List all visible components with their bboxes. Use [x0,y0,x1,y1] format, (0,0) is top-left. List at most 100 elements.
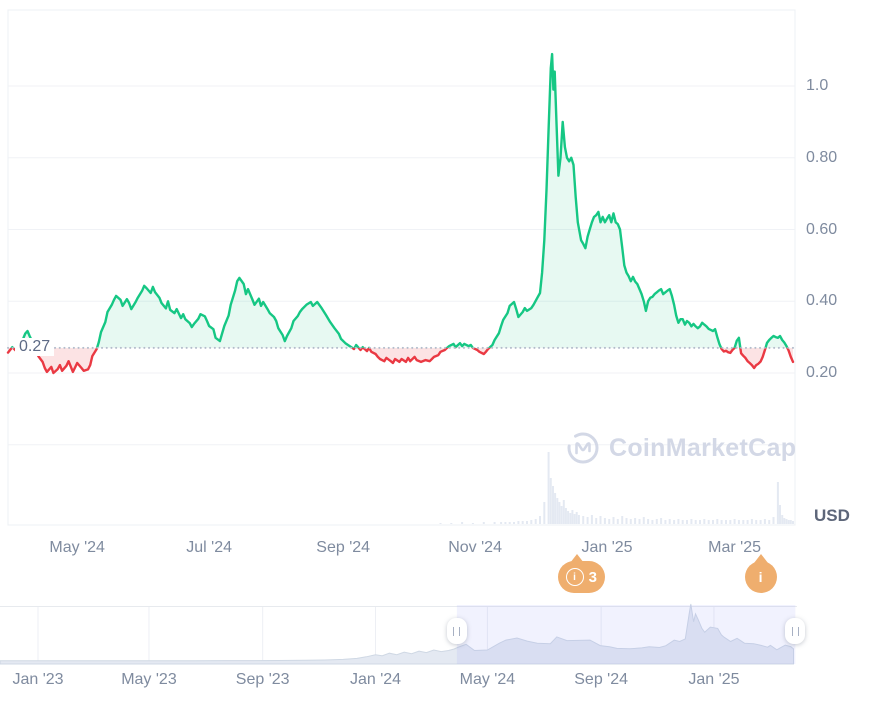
volume-bar [725,520,727,524]
volume-bar [612,517,615,524]
resize-handle-icon [453,626,461,636]
navigator-tick-label: Jan '23 [12,671,64,688]
event-marker-badge[interactable]: i 3 [557,554,605,593]
volume-bar [571,510,574,524]
volume-bar [513,522,515,524]
badge-pointer [753,554,768,563]
x-axis-tick-label: May '24 [49,539,105,556]
price-area-up [11,54,788,348]
event-marker-badge[interactable]: i [744,554,777,593]
volume-bar [634,518,637,524]
volume-bar [781,515,784,524]
volume-bar [461,522,464,524]
volume-bar [772,517,775,524]
price-line-up [10,52,789,348]
volume-bar [573,514,576,524]
info-icon: i [565,568,584,586]
volume-bar [733,519,736,524]
volume-bar [471,523,474,524]
volume-bar [517,521,520,524]
volume-bar [562,500,565,524]
volume-bar [549,478,552,524]
volume-bar [776,482,779,524]
info-icon: i [758,569,763,585]
volume-bar [534,519,537,524]
volume-bar [779,505,781,524]
volume-bar [450,523,453,524]
volume-bar [560,506,563,524]
y-axis-tick-label: 1.0 [806,77,829,94]
volume-bar [504,522,507,524]
volume-bar [707,520,710,524]
volume-bar [558,502,561,524]
resize-handle-icon [791,626,799,636]
x-axis-tick-label: Mar '25 [708,539,762,556]
watermark-text: CoinMarketCap [609,433,797,462]
volume-bar [539,516,541,524]
volume-bar [712,520,714,524]
volume-bar [439,523,442,524]
volume-bar [660,518,663,524]
navigator-area [0,603,794,665]
volume-bar [750,519,753,524]
volume-bar [482,522,485,524]
volume-bar [575,512,578,524]
badge-pointer [569,554,584,563]
volume-bar [686,520,688,524]
volume-bar [567,511,570,524]
x-axis-tick-label: Nov '24 [448,539,502,556]
navigator-tick-label: Jan '25 [688,671,740,688]
volume-bar [720,520,723,524]
volume-bar [694,520,697,524]
volume-bar [699,520,701,524]
volume-bar [547,452,550,524]
volume-bar [500,522,503,524]
volume-bar [787,520,790,524]
volume-bar [530,520,533,524]
volume-bar [755,520,758,524]
navigator-tick-label: Sep '23 [235,671,290,688]
volume-bar [768,520,771,524]
volume-bar [616,519,619,524]
currency-unit-label: USD [814,506,850,525]
volume-bar [599,516,602,524]
volume-bar [493,522,496,524]
volume-bar [681,520,684,524]
volume-bar [508,522,511,524]
navigator-left-handle[interactable] [446,618,467,644]
volume-bar [586,517,589,524]
volume-bar [716,519,719,524]
navigator-tick-label: Sep '24 [574,671,629,688]
y-axis-tick-label: 0.60 [806,220,838,238]
volume-bar [629,519,632,524]
volume-bar [742,520,745,524]
volume-bar [608,519,611,524]
volume-bar [564,508,567,524]
volume-bar [647,519,650,524]
navigator-right-handle[interactable] [785,618,806,644]
volume-bar [729,520,732,524]
volume-bar [577,515,580,524]
volume-bar [677,519,680,524]
volume-bar [638,519,641,524]
volume-bar [556,498,559,524]
volume-bar [668,519,671,524]
volume-bar [673,520,676,524]
volume-bar [582,516,585,524]
x-axis-tick-label: Jul '24 [186,539,232,556]
volume-bar [625,518,628,524]
x-axis-tick-label: Jan '25 [581,539,633,556]
plot-border [7,9,796,526]
navigator-selected-range[interactable] [456,605,796,664]
x-axis-tick-label: Sep '24 [316,539,371,556]
coinmarketcap-logo-icon [567,432,599,464]
volume-bar [763,519,766,524]
volume-bar [642,517,645,524]
volume-bar [590,515,593,524]
volume-bar [783,518,786,524]
y-axis-tick-label: 0.80 [806,148,838,166]
event-count: 3 [588,568,597,586]
volume-bar [621,516,624,524]
